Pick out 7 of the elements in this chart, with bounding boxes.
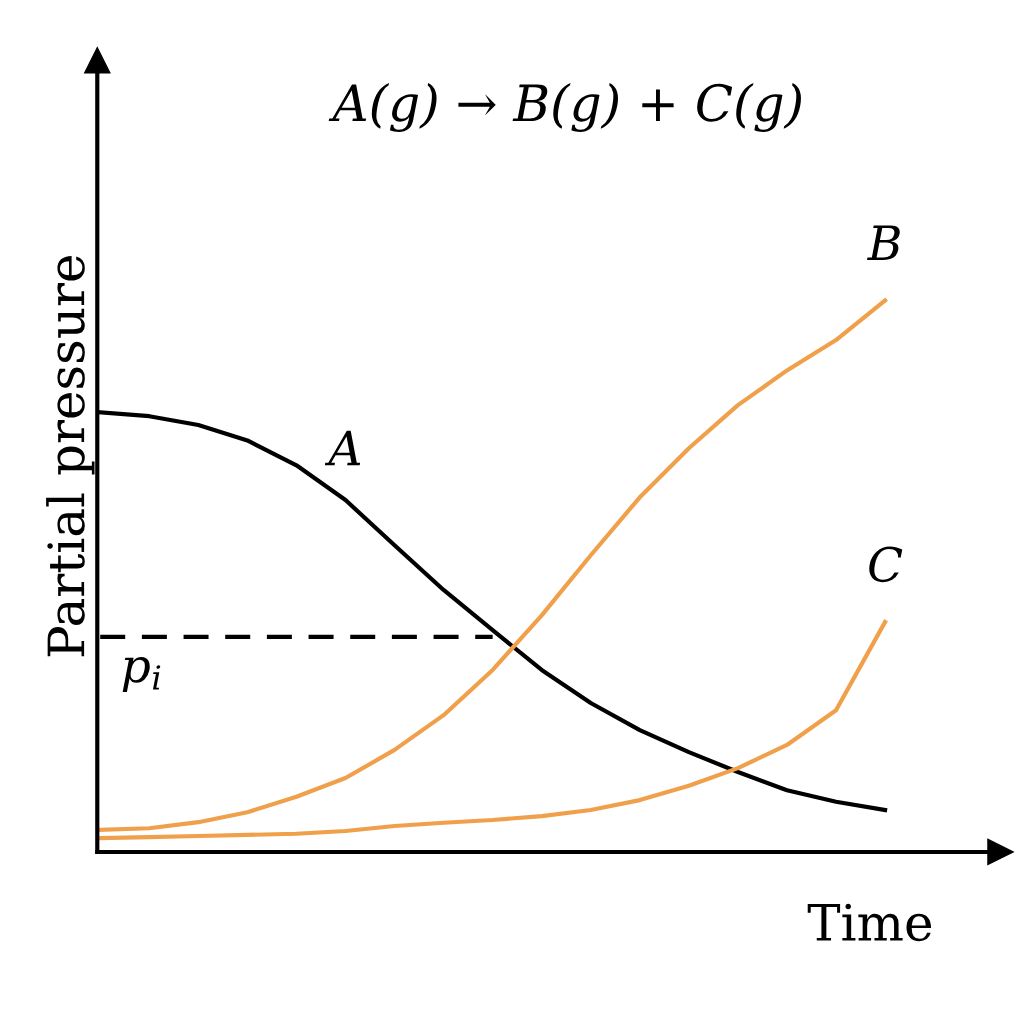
series-label: B [867,225,900,260]
chart-title: A(g) → B(g) + C(g) [328,82,801,133]
y-axis-title: Partial pressure [46,255,95,657]
series-label: A [324,430,361,466]
series-label: C [869,546,903,583]
series-label: p$_{i}$ [122,656,161,692]
x-axis-title: Time [807,903,932,942]
